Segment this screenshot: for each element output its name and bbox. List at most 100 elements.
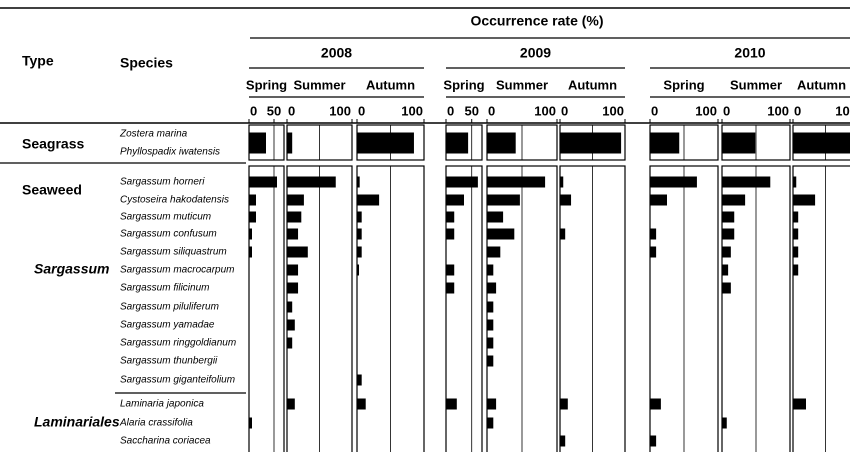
bar [357, 176, 360, 188]
bar [560, 176, 564, 188]
season-label: Spring [443, 77, 484, 92]
bar [793, 176, 797, 188]
bar [446, 228, 455, 240]
bar [722, 246, 731, 258]
bar [287, 301, 293, 313]
bar [793, 228, 799, 240]
subgroup-label: Laminariales [34, 414, 120, 430]
season-label: Autumn [366, 77, 415, 92]
bar [287, 228, 299, 240]
bar [650, 246, 657, 258]
bar [357, 246, 362, 258]
bar [722, 176, 771, 188]
species-label: Sargassum filicinum [120, 283, 209, 294]
bar [487, 355, 494, 367]
panel-frame [445, 165, 483, 452]
bar [793, 264, 799, 276]
chart-title: Occurrence rate (%) [470, 13, 603, 29]
bar [446, 132, 469, 154]
species-label: Sargassum ringgoldianum [120, 338, 236, 349]
bar [357, 132, 414, 154]
bar [487, 132, 516, 154]
bar [287, 176, 336, 188]
bar [446, 264, 455, 276]
bar [793, 194, 816, 206]
x-tick-label: 0 [250, 103, 257, 118]
bar [650, 228, 657, 240]
bar [722, 264, 729, 276]
panel-frame [248, 165, 285, 452]
species-label: Sargassum muticum [120, 212, 211, 223]
bar [722, 282, 731, 294]
bar [793, 246, 799, 258]
bar [357, 374, 362, 386]
bar [287, 132, 293, 154]
bar [446, 398, 457, 410]
bar [446, 194, 464, 206]
season-label: Spring [663, 77, 704, 92]
bar [722, 228, 735, 240]
type-label: Seagrass [22, 136, 84, 152]
bar [650, 176, 697, 188]
bar [793, 398, 806, 410]
bar [650, 398, 661, 410]
bar [722, 132, 756, 154]
bar [357, 194, 380, 206]
bar [446, 176, 478, 188]
year-label: 2008 [321, 45, 352, 61]
bar [793, 211, 799, 223]
subgroup-label: Sargassum [34, 261, 109, 277]
bar [287, 211, 302, 223]
bar [287, 282, 299, 294]
x-tick-label: 100 [401, 103, 423, 118]
bar [560, 132, 622, 154]
x-tick-label: 50 [267, 103, 281, 118]
bar [287, 246, 308, 258]
x-tick-label: 50 [464, 103, 478, 118]
x-tick-label: 100 [534, 103, 556, 118]
bar [446, 282, 455, 294]
season-label: Spring [246, 77, 287, 92]
bar [249, 228, 252, 240]
species-label: Sargassum siliquastrum [120, 247, 227, 258]
bar [249, 132, 266, 154]
bar [487, 301, 494, 313]
season-label: Summer [496, 77, 548, 92]
bar [487, 246, 501, 258]
bar [249, 417, 252, 429]
bar [357, 228, 362, 240]
species-label: Sargassum macrocarpum [120, 265, 234, 276]
species-label: Sargassum yamadae [120, 320, 215, 331]
bar [287, 319, 295, 331]
x-tick-label: 0 [561, 103, 568, 118]
x-tick-label: 100 [835, 103, 850, 118]
bar [487, 264, 494, 276]
bar [249, 246, 252, 258]
species-label: Alaria crassifolia [119, 418, 193, 429]
species-label: Sargassum confusum [120, 229, 217, 240]
species-label: Saccharina coriacea [120, 436, 211, 447]
season-label: Autumn [797, 77, 846, 92]
species-label: Sargassum horneri [120, 177, 205, 188]
x-tick-label: 100 [695, 103, 717, 118]
bar [560, 435, 566, 447]
bar [650, 435, 657, 447]
bar [249, 194, 256, 206]
bar [487, 398, 497, 410]
x-tick-label: 0 [488, 103, 495, 118]
bar [357, 398, 366, 410]
bar [287, 194, 304, 206]
bar [487, 337, 494, 349]
bar [446, 211, 455, 223]
bar [487, 228, 515, 240]
x-tick-label: 0 [723, 103, 730, 118]
bar [560, 398, 568, 410]
bar [487, 282, 497, 294]
species-label: Sargassum giganteifolium [120, 375, 235, 386]
bar [487, 176, 546, 188]
type-header: Type [22, 53, 54, 69]
x-tick-label: 0 [288, 103, 295, 118]
species-header: Species [120, 55, 173, 71]
bar [487, 319, 494, 331]
